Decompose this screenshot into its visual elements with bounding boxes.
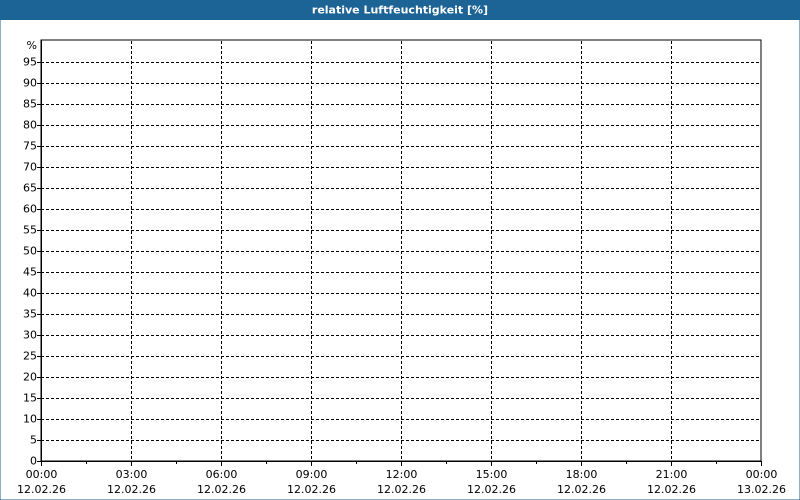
x-tick-label: 18:00 <box>566 468 598 481</box>
y-tick-label: 85 <box>23 98 37 111</box>
x-tick-date: 12.02.26 <box>377 483 426 496</box>
y-tick-label: 65 <box>23 182 37 195</box>
x-tick-label: 15:00 <box>476 468 508 481</box>
y-tick-label: 40 <box>23 287 37 300</box>
plot-area <box>40 39 762 462</box>
y-tick-label: 60 <box>23 203 37 216</box>
y-tick-label: 75 <box>23 140 37 153</box>
x-tick-date: 12.02.26 <box>17 483 66 496</box>
x-tick-label: 06:00 <box>206 468 238 481</box>
y-tick-label: 10 <box>23 413 37 426</box>
y-tick-label: 55 <box>23 224 37 237</box>
x-tick-label: 12:00 <box>386 468 418 481</box>
y-tick-label: 30 <box>23 329 37 342</box>
y-tick-label: 15 <box>23 392 37 405</box>
y-tick-label: 80 <box>23 119 37 132</box>
x-tick-date: 13.02.26 <box>737 483 786 496</box>
x-tick-date: 12.02.26 <box>107 483 156 496</box>
x-tick-date: 12.02.26 <box>647 483 696 496</box>
y-axis-label: % <box>27 39 37 52</box>
y-tick-label: 20 <box>23 371 37 384</box>
chart-title: relative Luftfeuchtigkeit [%] <box>312 4 488 17</box>
y-tick-label: 45 <box>23 266 37 279</box>
x-tick-date: 12.02.26 <box>287 483 336 496</box>
title-bar <box>0 0 800 20</box>
x-tick-label: 09:00 <box>296 468 328 481</box>
y-tick-label: 0 <box>30 455 37 468</box>
x-tick-date: 12.02.26 <box>197 483 246 496</box>
x-tick-label: 21:00 <box>656 468 688 481</box>
y-tick-label: 95 <box>23 56 37 69</box>
x-tick-label: 00:00 <box>746 468 778 481</box>
y-tick-label: 5 <box>30 434 37 447</box>
x-tick-label: 00:00 <box>26 468 58 481</box>
y-tick-label: 70 <box>23 161 37 174</box>
y-tick-label: 35 <box>23 308 37 321</box>
y-tick-label: 50 <box>23 245 37 258</box>
x-tick-date: 12.02.26 <box>557 483 606 496</box>
x-tick-label: 03:00 <box>116 468 148 481</box>
y-tick-label: 25 <box>23 350 37 363</box>
y-tick-label: 90 <box>23 77 37 90</box>
x-tick-date: 12.02.26 <box>467 483 516 496</box>
